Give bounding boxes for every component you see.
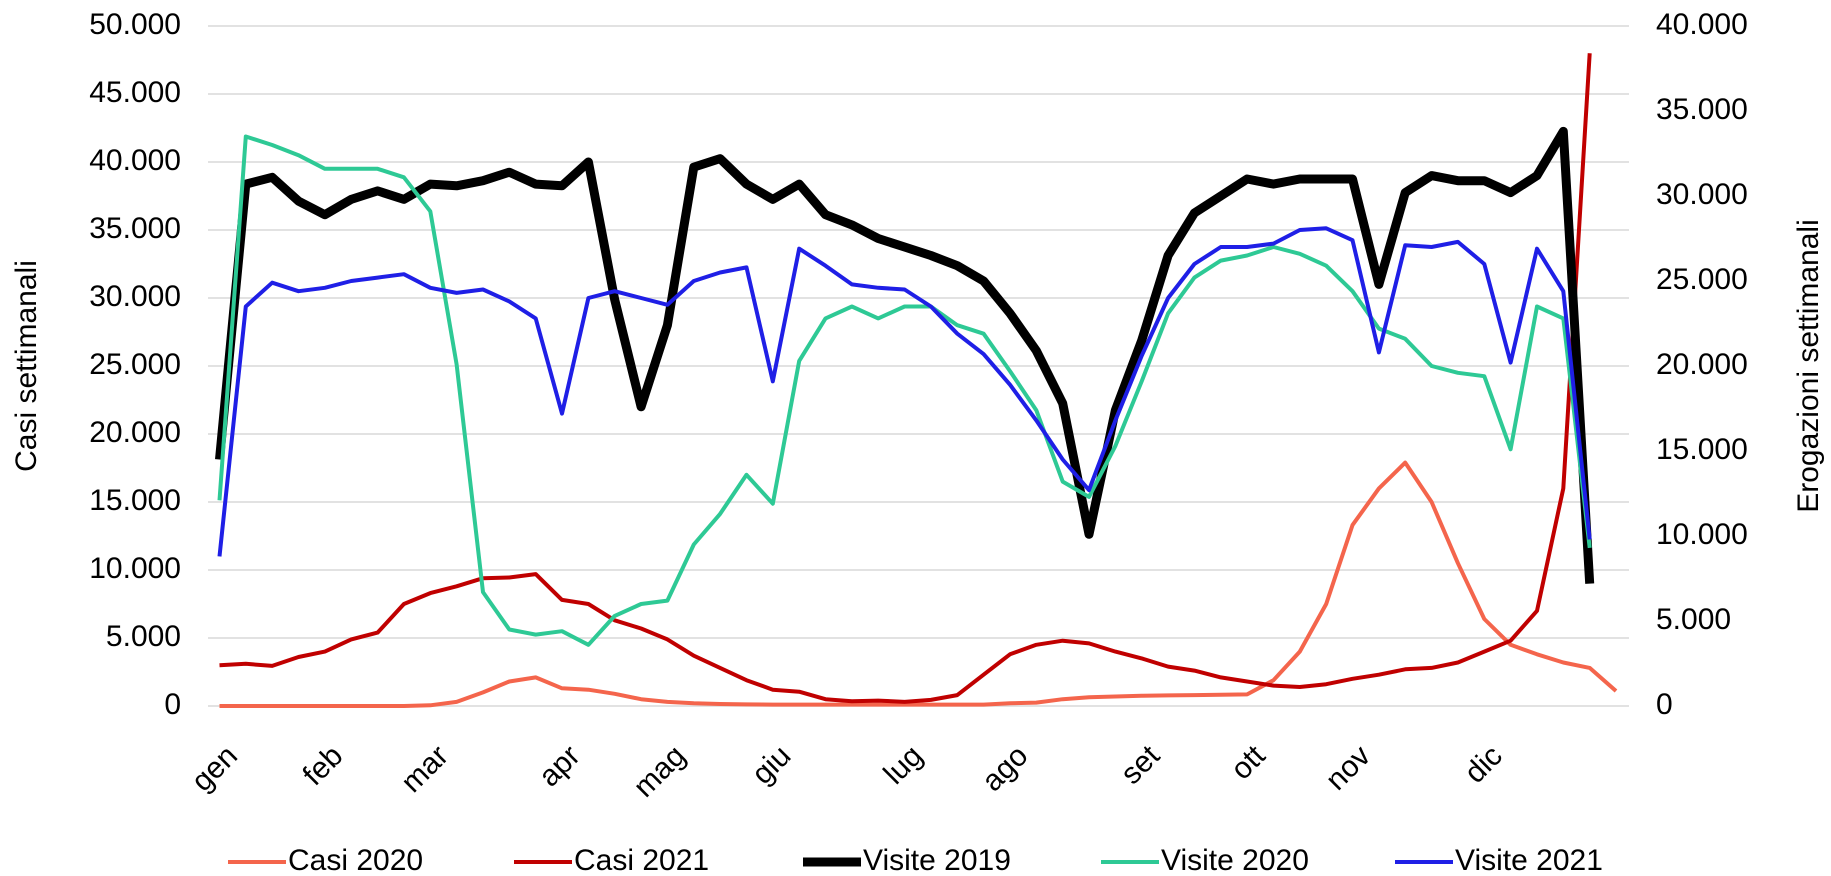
legend-label: Casi 2020 [288, 844, 423, 876]
x-tick-label: giu [746, 739, 798, 791]
y2-tick-label: 40.000 [1656, 8, 1748, 41]
y2-tick-label: 0 [1656, 688, 1673, 721]
y-axis-title: Casi settimanali [10, 260, 43, 472]
x-tick-label: ott [1225, 739, 1272, 786]
x-tick-label: feb [297, 739, 350, 792]
series-line [215, 126, 1595, 584]
y-tick-label: 10.000 [89, 552, 181, 585]
x-tick-label: mag [627, 739, 692, 804]
legend-label: Casi 2021 [574, 844, 709, 876]
x-tick-label: set [1115, 739, 1167, 791]
y-tick-label: 45.000 [89, 76, 181, 109]
y2-tick-label: 25.000 [1656, 263, 1748, 296]
y-tick-label: 30.000 [89, 280, 181, 313]
x-tick-label: ago [976, 739, 1035, 798]
y2-tick-label: 20.000 [1656, 348, 1748, 381]
y-tick-label: 50.000 [89, 8, 181, 41]
y-tick-label: 35.000 [89, 212, 181, 245]
y2-tick-label: 30.000 [1656, 178, 1748, 211]
y2-tick-label: 10.000 [1656, 518, 1748, 551]
y-tick-label: 0 [164, 688, 181, 721]
series-line [219, 53, 1592, 704]
x-tick-label: nov [1320, 739, 1378, 797]
y2-tick-label: 5.000 [1656, 603, 1731, 636]
x-tick-label: dic [1458, 739, 1508, 789]
x-tick-label: lug [877, 739, 929, 791]
y2-axis-title: Erogazioni settimanali [1792, 219, 1825, 512]
x-tick-label: apr [533, 739, 587, 793]
y-tick-label: 20.000 [89, 416, 181, 449]
series-line [217, 134, 1592, 647]
legend-label: Visite 2021 [1455, 844, 1603, 876]
y-tick-label: 15.000 [89, 484, 181, 517]
series-line [219, 460, 1618, 708]
series-line [217, 226, 1592, 557]
y-tick-label: 25.000 [89, 348, 181, 381]
y2-tick-label: 15.000 [1656, 433, 1748, 466]
x-tick-label: mar [395, 739, 455, 799]
y2-tick-label: 35.000 [1656, 93, 1748, 126]
legend-label: Visite 2019 [863, 844, 1011, 876]
x-tick-label: gen [185, 739, 244, 798]
y-tick-label: 5.000 [106, 620, 181, 653]
y-tick-label: 40.000 [89, 144, 181, 177]
legend-label: Visite 2020 [1161, 844, 1309, 876]
